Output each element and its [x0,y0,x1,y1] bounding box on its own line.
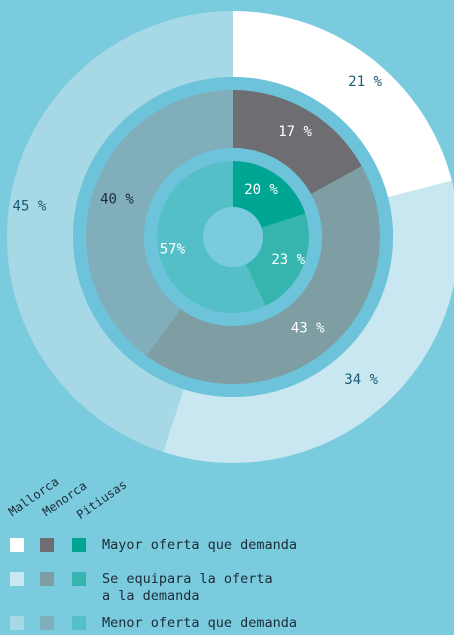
swatch-pitiusas-menor [72,616,86,630]
label-menorca-equipara: 43 % [291,321,325,337]
label-menorca-mayor: 17 % [278,124,312,140]
slice-menorca-mayor [233,90,362,195]
label-pitiusas-menor: 57% [160,242,186,258]
slice-menorca-equipara [146,166,380,384]
legend-region-pitiusas: Pitiusas [73,477,130,522]
legend-label-mayor: Mayor oferta que demanda [102,537,298,553]
slice-pitiusas-equipara [245,213,309,306]
center-hole [203,207,263,267]
slice-menorca-menor [86,90,233,356]
swatch-mallorca-mayor [10,538,24,552]
legend-label-menor: Menor oferta que demanda [102,615,298,631]
label-mallorca-mayor: 21 % [348,74,382,90]
swatch-menorca-equipara [40,572,54,586]
swatch-mallorca-equipara [10,572,24,586]
slice-mallorca-menor [6,11,233,452]
swatch-mallorca-menor [10,616,24,630]
swatch-menorca-mayor [40,538,54,552]
slice-mallorca-equipara [163,180,454,463]
legend-label-equipara: Se equipara la oferta a la demanda [102,571,273,604]
legend-region-menorca: Menorca [39,478,90,519]
legend-region-mallorca: Mallorca [5,474,62,519]
swatch-pitiusas-mayor [72,538,86,552]
swatch-menorca-menor [40,616,54,630]
swatch-pitiusas-equipara [72,572,86,586]
slice-pitiusas-mayor [233,161,306,228]
slice-mallorca-mayor [233,11,452,198]
label-mallorca-menor: 45 % [13,198,47,214]
donut-chart: 21 % 34 % 45 % 17 % 43 % 40 % 20 % 23 % 57% [6,11,454,463]
label-pitiusas-equipara: 23 % [271,252,305,268]
slice-pitiusas-menor [157,161,266,313]
label-pitiusas-mayor: 20 % [244,182,278,198]
label-mallorca-equipara: 34 % [344,372,378,388]
label-menorca-menor: 40 % [100,191,134,207]
